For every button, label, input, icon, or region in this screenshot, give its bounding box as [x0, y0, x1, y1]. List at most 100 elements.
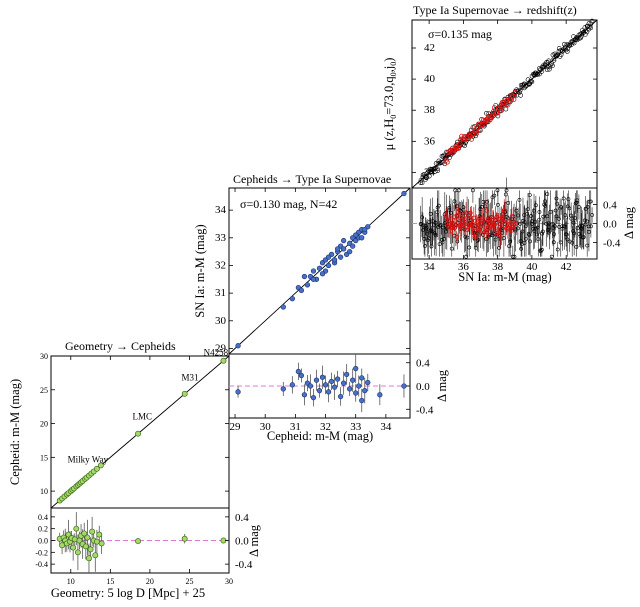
resid-point — [532, 208, 536, 213]
y-tick-label: 31 — [215, 287, 226, 299]
y-tick-label: 36 — [424, 135, 436, 147]
panel1-resid-plot — [51, 512, 229, 573]
resid-point — [86, 555, 92, 562]
resid-point — [73, 525, 80, 532]
resid-point — [522, 213, 527, 217]
data-point — [586, 21, 592, 26]
resid-point — [563, 224, 568, 229]
resid-point — [331, 384, 338, 390]
data-point — [334, 246, 341, 252]
resid-point — [518, 239, 523, 244]
resid-point — [503, 192, 508, 197]
data-point — [566, 42, 571, 47]
panel2-x-ticks: 29 30 31 32 33 34 — [230, 188, 392, 433]
resid-point-red — [509, 214, 515, 219]
resid-point — [81, 530, 88, 537]
resid-point — [537, 210, 542, 214]
resid-point — [435, 210, 440, 215]
resid-point — [560, 226, 565, 231]
resid-point — [590, 213, 594, 217]
resid-point — [543, 199, 547, 204]
resid-left-tick-label: 0.4 — [38, 513, 48, 522]
resid-point — [135, 538, 141, 545]
resid-point — [473, 245, 478, 250]
resid-point-red — [477, 227, 482, 232]
resid-point — [70, 544, 77, 551]
panel1-resid-label: Δ mag — [247, 524, 261, 557]
data-point-red — [511, 96, 517, 102]
x-tick-label: 34 — [380, 421, 392, 433]
annotation-label: N4258 — [204, 347, 229, 357]
resid-point — [362, 388, 368, 394]
data-point-red — [489, 113, 495, 119]
data-point — [574, 36, 579, 42]
x-tick-label: 33 — [350, 421, 362, 433]
resid-point — [554, 196, 559, 201]
resid-point — [401, 383, 407, 389]
resid-point — [510, 254, 515, 259]
resid-tick-label: 0.4 — [235, 512, 249, 524]
data-point — [588, 21, 594, 27]
data-point — [310, 276, 317, 282]
x-tick-label: 10 — [67, 577, 75, 586]
data-point — [331, 257, 338, 263]
panel2-resid-ticks: 0.4 0.0 -0.4 — [406, 358, 434, 416]
resid-point — [313, 377, 320, 383]
resid-point — [582, 218, 587, 223]
y-tick-label: 40 — [424, 73, 436, 85]
resid-tick-label: 0.0 — [603, 219, 617, 231]
resid-point — [425, 231, 429, 236]
resid-point — [430, 219, 435, 223]
resid-point — [350, 377, 356, 383]
annotation-label: LMC — [132, 412, 152, 422]
panel1-y-label: Cepheid: m-M (mag) — [8, 379, 22, 485]
panel1-title: Geometry → Cepheids — [65, 339, 176, 353]
data-point-red — [444, 159, 450, 165]
resid-point — [420, 223, 425, 228]
x-tick-label: 36 — [458, 261, 470, 273]
data-point — [524, 82, 530, 88]
data-point-red — [456, 145, 462, 151]
resid-point — [564, 232, 569, 237]
resid-point — [545, 214, 550, 219]
resid-point — [71, 536, 78, 543]
resid-point — [436, 203, 441, 208]
panel2-sigma-label: σ=0.130 mag, N=42 — [240, 197, 337, 211]
resid-point — [546, 221, 551, 226]
y-tick-label: 34 — [424, 166, 436, 178]
data-point — [435, 166, 440, 171]
resid-point — [319, 374, 326, 380]
resid-point — [535, 225, 540, 230]
x-tick-label: 42 — [561, 261, 572, 273]
resid-point — [422, 236, 427, 241]
resid-point — [428, 211, 433, 216]
y-tick-label: 30 — [40, 352, 48, 361]
resid-point — [532, 229, 537, 233]
resid-tick-label: 0.0 — [416, 381, 430, 393]
panel3-y-ticks: 34 36 38 40 42 — [412, 42, 597, 178]
resid-point — [577, 205, 581, 209]
resid-point — [565, 237, 570, 242]
resid-point — [581, 235, 586, 240]
y-tick-label: 34 — [215, 204, 227, 216]
resid-point — [544, 221, 549, 226]
resid-point-red — [471, 215, 477, 221]
panel2-y-ticks: 29 30 31 32 33 34 — [215, 204, 410, 354]
resid-point-red — [503, 225, 508, 230]
resid-point — [470, 188, 475, 193]
data-point — [350, 243, 356, 249]
resid-point — [307, 383, 314, 389]
resid-point — [235, 389, 241, 395]
resid-point — [463, 234, 468, 239]
resid-point — [506, 201, 511, 205]
data-point — [554, 53, 559, 59]
resid-point — [557, 216, 561, 221]
data-point — [340, 246, 347, 252]
resid-point — [301, 392, 308, 398]
resid-point — [452, 199, 457, 204]
resid-point — [433, 221, 438, 225]
resid-point — [519, 246, 524, 251]
resid-point — [572, 231, 577, 236]
resid-point — [520, 229, 525, 234]
